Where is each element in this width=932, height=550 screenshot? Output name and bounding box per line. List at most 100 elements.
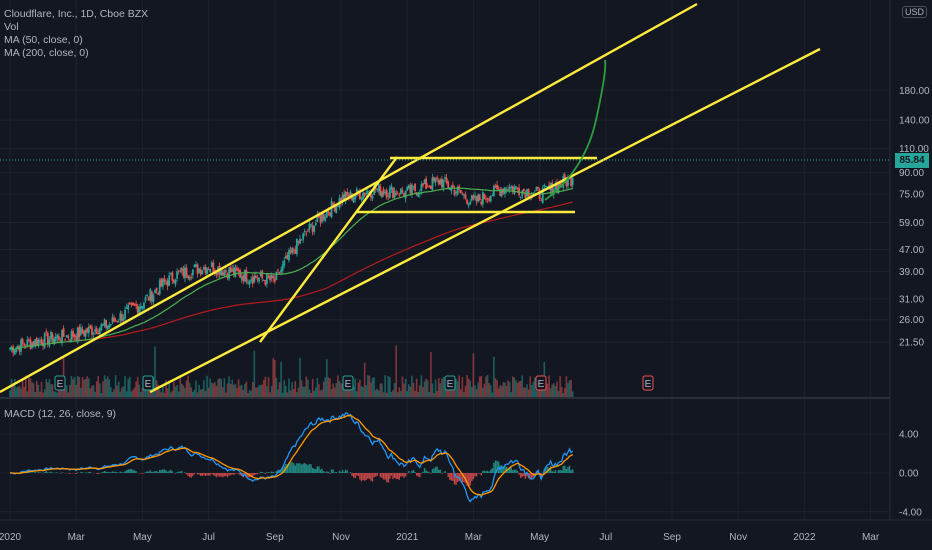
macd-tick-label: 0.00 bbox=[899, 469, 919, 480]
macd-histogram-bar bbox=[371, 473, 374, 482]
macd-histogram-bar bbox=[352, 473, 355, 478]
macd-histogram-bar bbox=[176, 472, 178, 473]
macd-histogram-bar bbox=[433, 468, 435, 473]
macd-histogram-bar bbox=[356, 473, 358, 476]
volume-bar bbox=[212, 383, 215, 398]
volume-bar bbox=[422, 386, 424, 398]
volume-bar bbox=[51, 384, 54, 398]
candle-body bbox=[448, 188, 451, 190]
candle-body bbox=[109, 324, 112, 325]
candle-body bbox=[169, 272, 172, 275]
symbol-title[interactable]: Cloudflare, Inc., 1D, Cboe BZX bbox=[4, 8, 149, 20]
candle-body bbox=[314, 222, 317, 226]
volume-bar bbox=[117, 381, 120, 398]
macd-histogram-bar bbox=[518, 473, 520, 475]
volume-bar bbox=[214, 382, 216, 398]
candle-body bbox=[78, 326, 81, 338]
volume-bar bbox=[26, 391, 29, 398]
macd-histogram-bar bbox=[300, 464, 303, 473]
candle-body bbox=[513, 187, 516, 194]
macd-histogram-bar bbox=[155, 471, 158, 473]
macd-histogram-bar bbox=[482, 470, 484, 473]
macd-histogram-bar bbox=[209, 473, 211, 476]
candle-body bbox=[289, 249, 292, 253]
candle-body bbox=[196, 264, 199, 274]
candle-body bbox=[253, 275, 256, 283]
volume-bars bbox=[9, 345, 574, 398]
time-axis[interactable]: 2020 Mar May Jul Sep Nov 2021 Mar May Jul Sep Nov 20… bbox=[0, 532, 880, 543]
volume-bar bbox=[378, 390, 380, 398]
volume-bar bbox=[174, 386, 177, 398]
macd-histogram-bar bbox=[562, 465, 564, 473]
candle-body bbox=[360, 197, 363, 200]
ma50-legend[interactable]: MA (50, close, 0) bbox=[4, 34, 83, 46]
ma200-legend[interactable]: MA (200, close, 0) bbox=[4, 47, 89, 59]
candle-body bbox=[138, 307, 141, 315]
macd-histogram-bar bbox=[486, 470, 489, 473]
candle-body bbox=[412, 185, 415, 187]
candle-body bbox=[507, 189, 509, 191]
candle-body bbox=[436, 177, 439, 179]
volume-bar bbox=[274, 360, 276, 398]
macd-histogram-bar bbox=[47, 472, 49, 473]
volume-bar bbox=[535, 390, 538, 398]
macd-histogram-bar bbox=[288, 462, 290, 473]
candle-body bbox=[160, 278, 163, 287]
candle-body bbox=[113, 317, 115, 322]
volume-bar bbox=[314, 387, 317, 398]
macd-axis[interactable]: 4.00 0.00 -4.00 bbox=[899, 430, 922, 519]
candle-body bbox=[505, 189, 508, 191]
currency-button[interactable]: USD bbox=[902, 6, 928, 18]
macd-histogram-bar bbox=[103, 470, 106, 473]
candle-body bbox=[267, 276, 270, 278]
candle-body bbox=[116, 320, 119, 323]
volume-bar bbox=[45, 378, 48, 398]
earnings-marker: E bbox=[535, 375, 547, 391]
macd-legend[interactable]: MACD (12, 26, close, 9) bbox=[4, 408, 117, 420]
macd-histogram-bar bbox=[105, 471, 107, 473]
volume-bar bbox=[455, 378, 457, 398]
candle-body bbox=[396, 193, 399, 195]
macd-histogram-bar bbox=[311, 467, 314, 473]
current-price-tag: 85.84 bbox=[895, 153, 929, 168]
macd-histogram-bar bbox=[508, 467, 511, 473]
macd-histogram-bar bbox=[223, 473, 226, 477]
candle-body bbox=[398, 195, 401, 196]
macd-histogram-bar bbox=[277, 469, 279, 473]
volume-bar bbox=[176, 385, 178, 398]
macd-histogram-bar bbox=[119, 471, 122, 473]
candle-body bbox=[133, 303, 136, 306]
volume-bar bbox=[346, 384, 349, 398]
macd-histogram-bar bbox=[125, 470, 128, 473]
volume-bar bbox=[83, 379, 85, 398]
volume-bar bbox=[395, 345, 397, 398]
volume-bar bbox=[171, 390, 174, 398]
candle-body bbox=[470, 195, 473, 201]
candle-body bbox=[393, 190, 396, 198]
volume-bar bbox=[154, 346, 156, 398]
volume-bar bbox=[203, 380, 205, 398]
trendline-drawings[interactable] bbox=[0, 2, 821, 394]
volume-bar bbox=[554, 386, 557, 398]
volume-bar bbox=[329, 378, 331, 398]
candle-body bbox=[67, 336, 70, 338]
volume-bar bbox=[88, 378, 90, 398]
volume-bar bbox=[527, 389, 530, 398]
macd-histogram-bar bbox=[217, 473, 219, 476]
candle-body bbox=[76, 327, 79, 343]
price-axis[interactable]: 180.00 140.00 110.00 90.00 75.00 59.00 47.00 39… bbox=[899, 86, 930, 349]
candle-body bbox=[533, 190, 536, 192]
macd-histogram-bar bbox=[297, 463, 300, 473]
macd-histogram-bar bbox=[319, 469, 322, 473]
candle-body bbox=[136, 305, 139, 313]
volume-legend[interactable]: Vol bbox=[4, 21, 19, 33]
macd-histogram-bar bbox=[308, 464, 311, 473]
volume-bar bbox=[190, 387, 193, 398]
signal-line bbox=[10, 414, 574, 496]
time-tick-label: 2021 bbox=[396, 532, 419, 543]
macd-histogram-bar bbox=[184, 472, 186, 473]
candle-body bbox=[382, 189, 385, 195]
candle-body bbox=[370, 191, 372, 198]
